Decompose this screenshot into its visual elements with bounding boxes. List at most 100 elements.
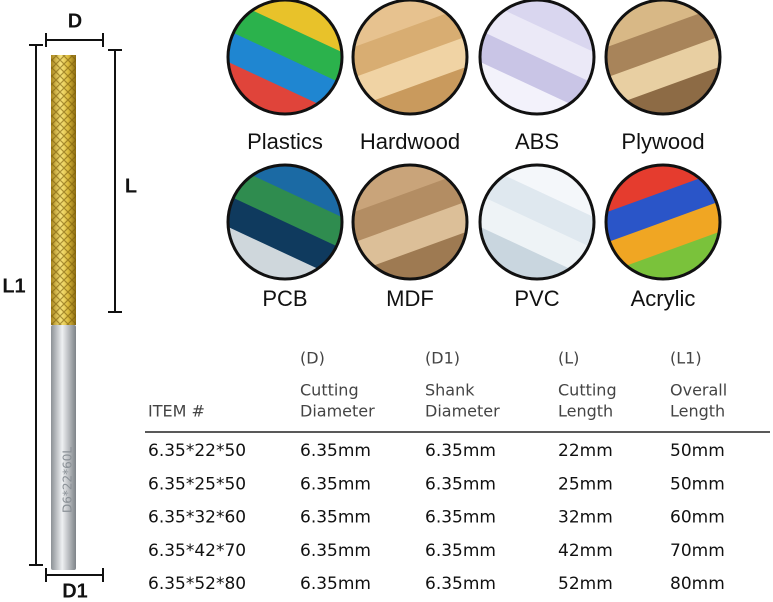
- swatch: [606, 175, 717, 243]
- swatch: [484, 7, 594, 82]
- material-ring: [351, 0, 469, 116]
- swatch: [228, 58, 325, 114]
- materials: Plastics Hardwood ABS Plywood PCB MDF PVC Acryl…: [226, 0, 722, 311]
- cell: 6.35*25*50: [148, 474, 246, 494]
- dimension-lines: [29, 33, 122, 582]
- cell: 52mm: [558, 574, 613, 594]
- header-code: (D): [300, 349, 325, 368]
- swatch: [480, 223, 577, 279]
- material-ring: [604, 0, 722, 116]
- cell: 70mm: [670, 541, 725, 561]
- cell: 6.35mm: [300, 574, 371, 594]
- swatch: [609, 202, 720, 270]
- material-image: [606, 165, 720, 279]
- swatch: [480, 32, 589, 108]
- cell: 6.35mm: [300, 508, 371, 528]
- table: ITEM # (D) Cutting Diameter (D1) Shank Diamete…: [148, 349, 727, 595]
- material-image: [480, 165, 594, 279]
- header-label: Cutting: [300, 381, 359, 400]
- header-label: Shank: [425, 381, 475, 400]
- material-ring: [351, 163, 469, 281]
- dim-l1: L1: [2, 275, 25, 297]
- material-ring: [478, 163, 596, 281]
- material-label: PVC: [514, 286, 559, 311]
- cell: 6.35mm: [300, 474, 371, 494]
- cell: 6.35mm: [425, 474, 496, 494]
- material-image: [480, 0, 594, 114]
- swatch: [496, 0, 594, 57]
- cell: 32mm: [558, 508, 613, 528]
- cell: 22mm: [558, 441, 613, 461]
- swatch: [619, 64, 720, 114]
- swatch: [496, 165, 594, 222]
- cell: 60mm: [670, 508, 725, 528]
- cell: 42mm: [558, 541, 613, 561]
- header-label: Overall: [670, 381, 727, 400]
- material-label: Acrylic: [631, 286, 696, 311]
- swatch: [480, 58, 577, 114]
- cell: 25mm: [558, 474, 613, 494]
- material-image: [606, 0, 720, 114]
- material-label: PCB: [262, 286, 307, 311]
- cell: 80mm: [670, 574, 725, 594]
- material-ring: [604, 163, 722, 281]
- cell: 50mm: [670, 474, 725, 494]
- material-ring: [226, 0, 344, 116]
- swatch: [232, 172, 342, 247]
- swatch: [484, 172, 594, 247]
- header-label: Cutting: [558, 381, 617, 400]
- bit: D6*22*60L: [51, 55, 76, 570]
- swatch: [619, 229, 720, 279]
- header-code: (D1): [425, 349, 460, 368]
- material-image: [353, 165, 467, 279]
- cell: 6.35mm: [300, 441, 371, 461]
- header-label: Diameter: [425, 402, 500, 421]
- header-label: Length: [558, 402, 613, 421]
- swatch: [366, 64, 467, 114]
- dim-l: L: [125, 175, 137, 197]
- cell: 6.35*42*70: [148, 541, 246, 561]
- engraving: D6*22*60L: [61, 447, 75, 513]
- header-label: Diameter: [300, 402, 375, 421]
- material-ring: [478, 0, 596, 116]
- dim-d1: D1: [62, 580, 88, 602]
- cell: 6.35*22*50: [148, 441, 246, 461]
- cell: 6.35mm: [425, 574, 496, 594]
- swatch: [480, 197, 589, 273]
- material-label: MDF: [386, 286, 434, 311]
- swatch: [228, 223, 325, 279]
- cell: 6.35*32*60: [148, 508, 246, 528]
- cell: 50mm: [670, 441, 725, 461]
- material-label: Plywood: [621, 129, 704, 154]
- cell: 6.35mm: [425, 441, 496, 461]
- swatch: [606, 10, 717, 78]
- material-image: [228, 0, 342, 114]
- material-label: Plastics: [247, 129, 323, 154]
- header-code: (L): [558, 349, 579, 368]
- swatch: [232, 7, 342, 82]
- dim-d: D: [68, 10, 82, 32]
- material-label: ABS: [515, 129, 559, 154]
- cell: 6.35mm: [425, 508, 496, 528]
- header-label: Length: [670, 402, 725, 421]
- material-ring: [226, 163, 344, 281]
- header-code: (L1): [670, 349, 702, 368]
- cell: 6.35mm: [300, 541, 371, 561]
- cell: 6.35mm: [425, 541, 496, 561]
- material-image: [353, 0, 467, 114]
- cell: 6.35*52*80: [148, 574, 246, 594]
- swatch: [244, 165, 342, 222]
- swatch: [356, 37, 467, 105]
- swatch: [244, 0, 342, 57]
- swatch: [228, 197, 337, 273]
- material-label: Hardwood: [360, 129, 460, 154]
- swatch: [228, 32, 337, 108]
- swatch: [366, 229, 467, 279]
- swatch: [609, 37, 720, 105]
- header-label: ITEM #: [148, 402, 205, 421]
- swatch: [356, 202, 467, 270]
- material-image: [228, 165, 342, 279]
- swatch: [353, 175, 464, 243]
- swatch: [353, 10, 464, 78]
